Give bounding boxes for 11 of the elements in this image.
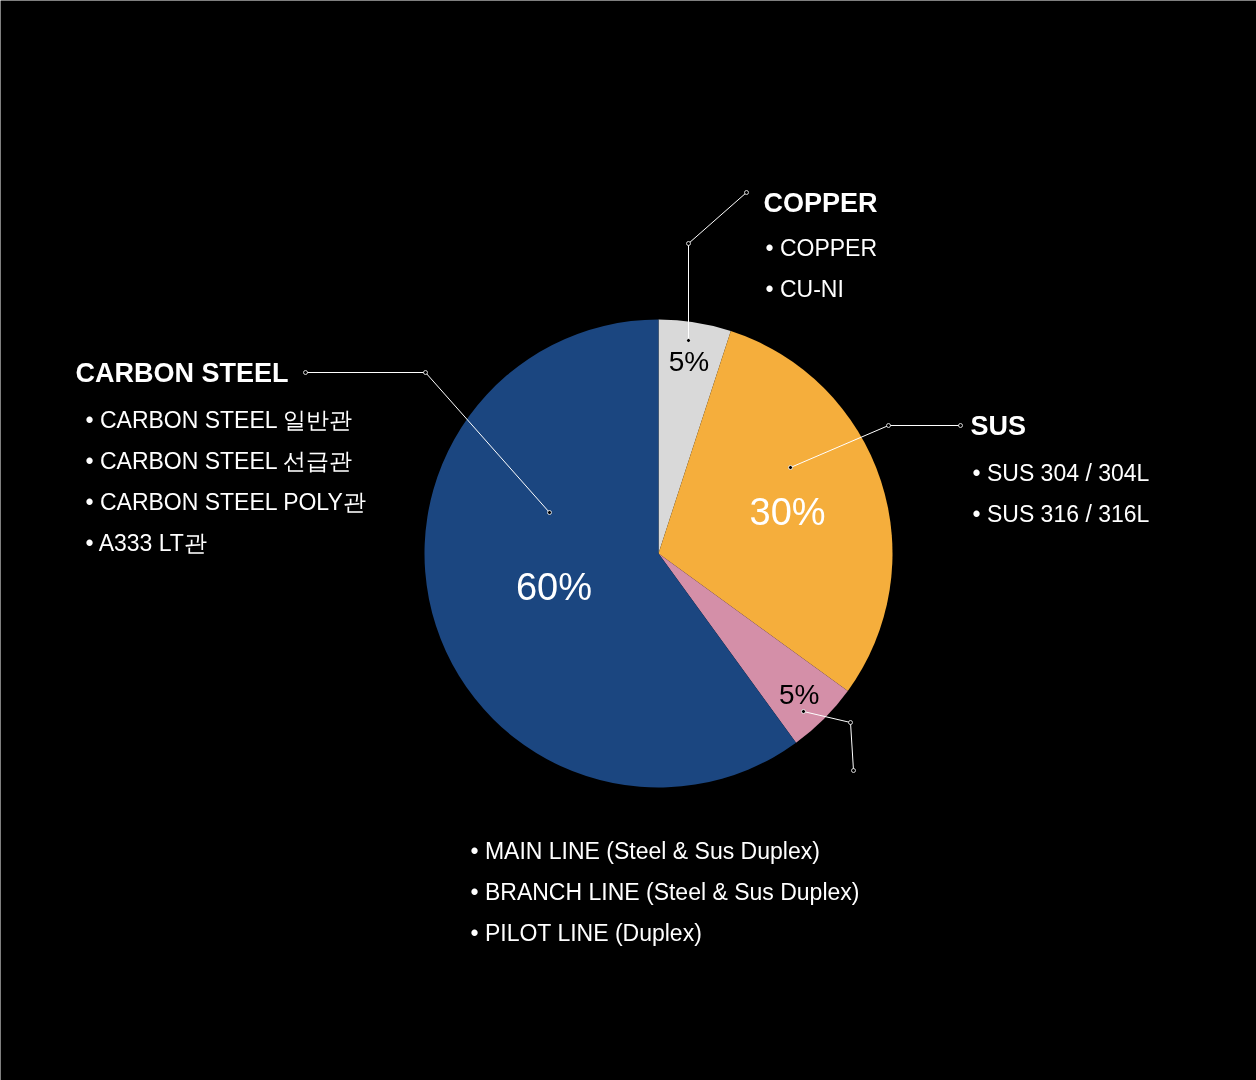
data-label: 60% (515, 566, 592, 609)
data-label: 5% (778, 678, 820, 710)
slice-label: SUS (970, 410, 1027, 441)
slice-label: COPPER (763, 187, 878, 218)
slice-label: CARBON STEEL (75, 357, 289, 388)
text: • SUS 304 / 304L • SUS 316 / 316L (972, 459, 1150, 527)
text: • MAIN LINE (Steel & Sus Duplex) • BRANCH LINE (Steel & Sus Duplex) • PILOT LINE (Duplex) (470, 837, 860, 946)
text: • CARBON STEEL 일반관 • CARBON STEEL 선급관 • CARBON STEEL POLY관 • A333 LT관 (85, 406, 366, 556)
data-label: 5% (668, 346, 710, 378)
text: • COPPER • CU-NI (765, 234, 878, 302)
data-label: 30% (749, 490, 826, 533)
